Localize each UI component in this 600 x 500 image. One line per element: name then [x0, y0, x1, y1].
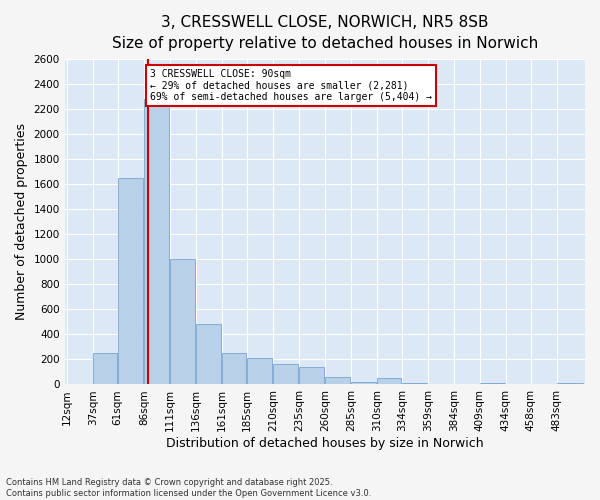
Bar	[273, 364, 298, 384]
Bar	[222, 353, 247, 384]
Bar	[402, 383, 427, 384]
X-axis label: Distribution of detached houses by size in Norwich: Distribution of detached houses by size …	[166, 437, 484, 450]
Bar	[557, 383, 583, 384]
Bar	[170, 260, 196, 384]
Text: 3 CRESSWELL CLOSE: 90sqm
← 29% of detached houses are smaller (2,281)
69% of sem: 3 CRESSWELL CLOSE: 90sqm ← 29% of detach…	[150, 69, 432, 102]
Bar	[351, 382, 376, 384]
Bar	[481, 383, 505, 384]
Bar	[377, 378, 401, 384]
Bar	[144, 99, 169, 384]
Text: Contains HM Land Registry data © Crown copyright and database right 2025.
Contai: Contains HM Land Registry data © Crown c…	[6, 478, 371, 498]
Bar	[118, 178, 143, 384]
Bar	[247, 358, 272, 384]
Title: 3, CRESSWELL CLOSE, NORWICH, NR5 8SB
Size of property relative to detached house: 3, CRESSWELL CLOSE, NORWICH, NR5 8SB Siz…	[112, 15, 538, 51]
Bar	[93, 353, 118, 384]
Bar	[325, 377, 350, 384]
Bar	[196, 324, 221, 384]
Bar	[299, 367, 325, 384]
Y-axis label: Number of detached properties: Number of detached properties	[15, 124, 28, 320]
